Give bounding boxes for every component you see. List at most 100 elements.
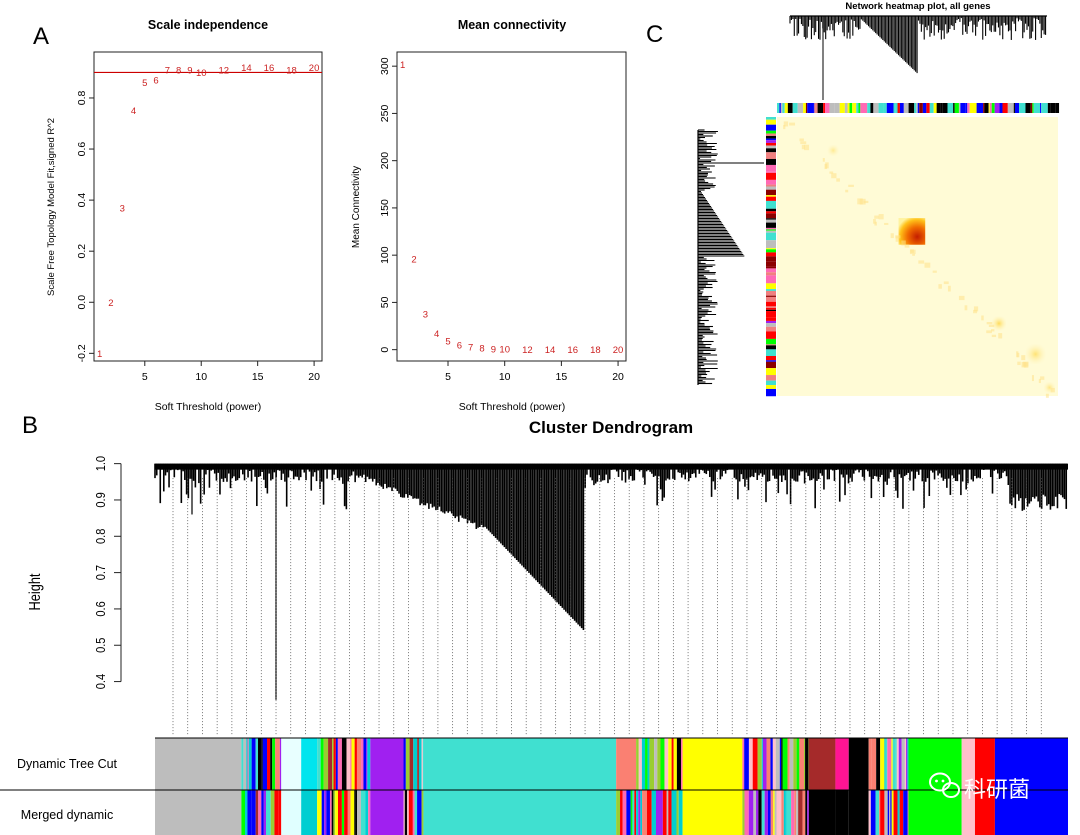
- module-color-cell: [651, 790, 656, 835]
- module-color-cell: [914, 103, 917, 113]
- module-color-cell: [793, 738, 797, 790]
- x-tick-label: 10: [499, 371, 511, 383]
- module-color-cell: [626, 790, 631, 835]
- module-color-cell: [991, 103, 995, 113]
- module-color-cell: [616, 790, 621, 835]
- module-color-cell: [766, 360, 776, 362]
- module-color-cell: [248, 738, 252, 790]
- module-color-cell: [245, 790, 248, 835]
- chart-title: Scale independence: [148, 18, 268, 32]
- heatmap-cell: [1040, 376, 1045, 380]
- module-color-cell: [779, 738, 782, 790]
- module-color-cell: [357, 790, 362, 835]
- chart-title: Network heatmap plot, all genes: [845, 1, 990, 12]
- module-color-cell: [884, 738, 886, 790]
- heatmap-cell: [845, 189, 849, 193]
- module-color-cell: [403, 738, 406, 790]
- module-color-cell: [766, 172, 776, 180]
- module-color-cell: [632, 790, 635, 835]
- module-color-cell: [766, 289, 776, 291]
- module-color-cell: [354, 738, 357, 790]
- data-point-label: 10: [196, 68, 207, 79]
- y-tick-label: 0: [379, 347, 391, 353]
- heatmap-hotspot: [1025, 344, 1046, 364]
- module-color-cell: [876, 738, 881, 790]
- module-color-cell: [412, 790, 415, 835]
- x-axis-label: Soft Threshold (power): [459, 401, 566, 413]
- module-color-cell: [155, 790, 242, 835]
- module-color-cell: [961, 738, 975, 790]
- module-color-cell: [772, 738, 776, 790]
- module-color-cell: [251, 738, 256, 790]
- module-color-cell: [786, 790, 792, 835]
- module-color-cell: [301, 790, 318, 835]
- module-color-cell: [682, 738, 743, 790]
- module-color-cell: [766, 211, 776, 214]
- module-color-cell: [779, 790, 782, 835]
- heatmap-cell: [822, 158, 825, 162]
- module-color-cell: [796, 790, 799, 835]
- module-color-cell: [258, 790, 262, 835]
- module-color-cell: [337, 790, 342, 835]
- module-color-cell: [958, 103, 961, 113]
- module-color-cell: [422, 738, 424, 790]
- module-color-cell: [354, 790, 356, 835]
- module-color-cell: [640, 790, 643, 835]
- module-color-cell: [766, 375, 776, 381]
- module-color-cell: [766, 311, 776, 318]
- module-color-cell: [922, 103, 927, 113]
- module-color-cell: [366, 738, 368, 790]
- module-color-cell: [787, 738, 790, 790]
- module-color-cell: [787, 103, 793, 113]
- module-color-cell: [774, 790, 777, 835]
- module-color-cell: [847, 103, 850, 113]
- module-color-cell: [856, 103, 859, 113]
- module-color-cell: [356, 738, 362, 790]
- module-color-cell: [1047, 103, 1051, 113]
- module-color-cell: [673, 738, 677, 790]
- module-color-cell: [1019, 103, 1026, 113]
- module-color-cell: [337, 738, 342, 790]
- data-point-label: 5: [142, 78, 147, 89]
- y-axis-label: Mean Connectivity: [351, 166, 362, 248]
- module-color-cell: [766, 229, 776, 231]
- module-color-cell: [766, 171, 776, 173]
- heatmap-cell: [1021, 355, 1026, 361]
- module-color-cell: [984, 103, 989, 113]
- data-point-label: 18: [286, 65, 297, 76]
- module-color-cell: [748, 790, 754, 835]
- y-tick-label: 0.5: [93, 637, 108, 653]
- module-color-cell: [766, 320, 776, 324]
- module-color-cell: [829, 103, 835, 113]
- data-point-label: 10: [499, 345, 510, 356]
- module-color-cell: [766, 249, 776, 253]
- module-color-cell: [976, 103, 979, 113]
- module-color-cell: [278, 790, 282, 835]
- heatmap-cell: [998, 333, 1003, 339]
- module-color-cell: [682, 790, 743, 835]
- module-color-cell: [917, 103, 920, 113]
- module-color-cell: [766, 208, 776, 212]
- data-point-label: 6: [457, 340, 462, 351]
- module-color-cell: [776, 790, 780, 835]
- module-color-cell: [903, 790, 908, 835]
- module-color-cell: [155, 738, 242, 790]
- left-module-color-bar: [766, 117, 776, 397]
- module-color-cell: [355, 790, 358, 835]
- module-color-cell: [638, 790, 641, 835]
- module-color-cell: [263, 790, 267, 835]
- module-color-cell: [883, 103, 887, 113]
- module-color-cell: [331, 790, 334, 835]
- module-color-cell: [408, 790, 413, 835]
- module-color-cell: [965, 103, 968, 113]
- module-color-cell: [989, 103, 992, 113]
- module-color-cell: [274, 790, 279, 835]
- module-color-cell: [758, 790, 762, 835]
- watermark-text: 科研菌: [964, 777, 1030, 802]
- module-color-cell: [281, 790, 302, 835]
- module-color-cell: [803, 738, 806, 790]
- heatmap-cell: [874, 215, 880, 219]
- module-color-cell: [907, 790, 909, 835]
- module-color-cell: [363, 738, 367, 790]
